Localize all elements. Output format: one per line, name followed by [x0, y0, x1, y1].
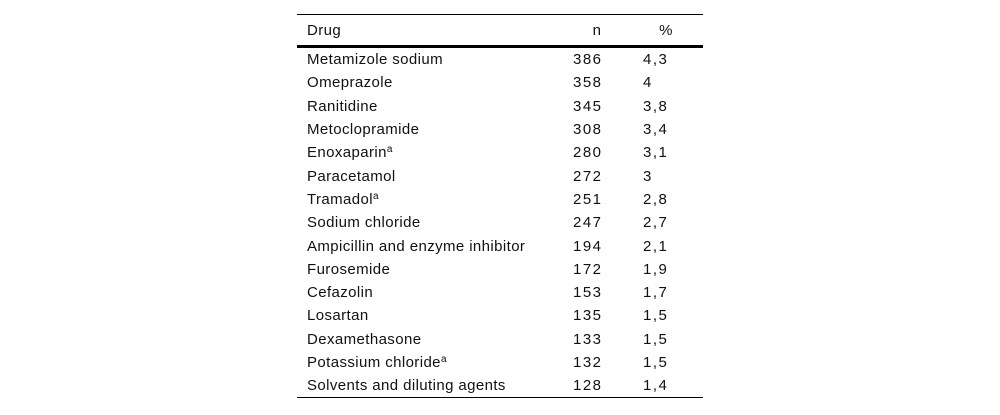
drug-cell: Cefazolin — [297, 284, 565, 301]
n-value: 172 — [573, 260, 603, 278]
table-row: Tramadola 251 2,8 — [297, 188, 703, 211]
table-row: Solvents and diluting agents 128 1,4 — [297, 374, 703, 397]
n-value: 135 — [573, 307, 603, 325]
n-value: 132 — [573, 354, 603, 371]
drug-cell: Ranitidine — [297, 98, 565, 115]
table-row: Sodium chloride 247 2,7 — [297, 211, 703, 234]
drug-name: Enoxaparin — [307, 144, 387, 162]
drug-cell: Metoclopramide — [297, 121, 565, 138]
drug-name: Dexamethasone — [307, 330, 422, 348]
drug-name: Sodium chloride — [307, 214, 421, 232]
table-row: Potassium chloridea 132 1,5 — [297, 351, 703, 374]
n-value: 308 — [573, 121, 603, 139]
drug-name: Furosemide — [307, 260, 391, 278]
n-value: 272 — [573, 167, 603, 185]
n-value: 133 — [573, 330, 603, 348]
table-row: Metoclopramide 308 3,4 — [297, 118, 703, 141]
table-row: Furosemide 172 1,9 — [297, 258, 703, 281]
drug-name: Ampicillin and enzyme inhibitor — [307, 237, 526, 255]
n-value: 345 — [573, 97, 603, 115]
drug-cell: Furosemide — [297, 261, 565, 278]
pct-value: 1,5 — [643, 330, 669, 348]
pct-value: 1,5 — [643, 354, 669, 371]
pct-value: 3,8 — [643, 97, 669, 115]
drug-name: Losartan — [307, 307, 369, 325]
n-value: 251 — [573, 190, 603, 208]
n-value: 153 — [573, 284, 603, 302]
pct-value: 3 — [643, 167, 653, 185]
table-row: Paracetamol 272 3 — [297, 164, 703, 187]
table-row: Cefazolin 153 1,7 — [297, 281, 703, 304]
table-row: Ampicillin and enzyme inhibitor 194 2,1 — [297, 234, 703, 257]
column-header-drug: Drug — [307, 21, 342, 39]
drug-name: Paracetamol — [307, 167, 396, 185]
column-header-n: n — [592, 21, 602, 39]
pct-value: 3,1 — [643, 144, 669, 162]
table-row: Omeprazole 358 4 — [297, 71, 703, 94]
drug-frequency-table: Drug n % Metamizole sodium 386 4,3 Omepr… — [297, 14, 703, 399]
drug-name: Ranitidine — [307, 97, 378, 115]
pct-value: 2,7 — [643, 214, 669, 232]
pct-value: 1,7 — [643, 284, 669, 302]
drug-name: Solvents and diluting agents — [307, 377, 506, 395]
n-value: 280 — [573, 144, 603, 162]
drug-cell: Sodium chloride — [297, 214, 565, 231]
drug-cell: Tramadola — [297, 191, 565, 208]
drug-name: Metamizole sodium — [307, 51, 444, 69]
drug-cell: Potassium chloridea — [297, 354, 565, 371]
pct-value: 1,9 — [643, 260, 669, 278]
table-body: Metamizole sodium 386 4,3 Omeprazole 358… — [297, 48, 703, 397]
table-row: Enoxaparina 280 3,1 — [297, 141, 703, 164]
table-row: Dexamethasone 133 1,5 — [297, 328, 703, 351]
drug-cell: Enoxaparina — [297, 144, 565, 161]
pct-value: 2,1 — [643, 237, 669, 255]
pct-value: 4 — [643, 74, 653, 92]
n-value: 194 — [573, 237, 603, 255]
drug-cell: Losartan — [297, 307, 565, 324]
drug-cell: Solvents and diluting agents — [297, 377, 565, 394]
drug-cell: Ampicillin and enzyme inhibitor — [297, 238, 565, 255]
pct-value: 4,3 — [643, 51, 669, 69]
drug-cell: Omeprazole — [297, 74, 565, 91]
footnote-marker: a — [440, 354, 447, 365]
pct-value: 1,4 — [643, 377, 669, 395]
footnote-marker: a — [386, 144, 393, 156]
n-value: 386 — [573, 51, 603, 69]
column-header-percent: % — [659, 21, 673, 39]
footnote-marker: a — [373, 190, 379, 202]
n-value: 128 — [573, 377, 603, 395]
drug-name: Omeprazole — [307, 74, 393, 92]
n-value: 247 — [573, 214, 603, 232]
drug-name: Metoclopramide — [307, 121, 420, 139]
drug-cell: Metamizole sodium — [297, 51, 565, 68]
table-row: Ranitidine 345 3,8 — [297, 95, 703, 118]
drug-cell: Dexamethasone — [297, 331, 565, 348]
drug-cell: Paracetamol — [297, 168, 565, 185]
drug-name: Tramadol — [307, 190, 373, 208]
table-row: Losartan 135 1,5 — [297, 304, 703, 327]
pct-value: 3,4 — [643, 121, 669, 139]
drug-name: Potassium chloride — [307, 354, 441, 371]
pct-value: 2,8 — [643, 190, 669, 208]
n-value: 358 — [573, 74, 603, 92]
table-header-row: Drug n % — [297, 15, 703, 48]
pct-value: 1,5 — [643, 307, 669, 325]
table-row: Metamizole sodium 386 4,3 — [297, 48, 703, 71]
drug-name: Cefazolin — [307, 284, 374, 302]
